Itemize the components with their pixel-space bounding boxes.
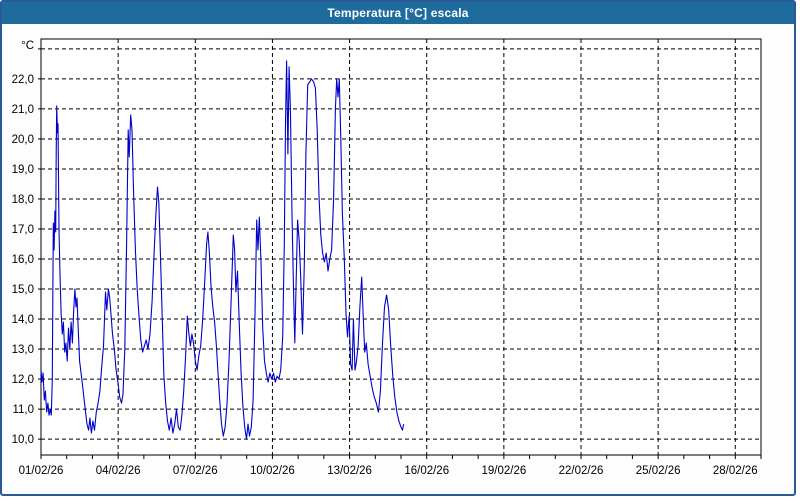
y-tick-label: 22,0: [12, 74, 34, 86]
x-tick-label: 10/02/26: [250, 465, 295, 477]
y-tick-label: 12,0: [12, 374, 34, 386]
temperature-line: [40, 60, 405, 440]
y-tick-label: 19,0: [12, 164, 34, 176]
y-tick-label: 16,0: [12, 254, 34, 266]
x-tick-label: 07/02/26: [173, 465, 218, 477]
window-titlebar[interactable]: Temperatura [°C] escala: [2, 2, 794, 24]
temperature-chart: 22,0 21,0 20,0 19,0 18,0 17,0 16,0 15,0 14,0 13,0…: [2, 2, 794, 494]
y-tick-label: 11,0: [12, 404, 34, 416]
y-unit-label: °C: [21, 40, 34, 52]
y-tick-label: 21,0: [12, 104, 34, 116]
x-tick-label: 13/02/26: [327, 465, 372, 477]
x-tick-label: 04/02/26: [96, 465, 141, 477]
y-tick-label: 10,0: [12, 434, 34, 446]
x-tick-label: 28/02/26: [713, 465, 758, 477]
y-tick-label: 17,0: [12, 224, 34, 236]
y-tick-label: 18,0: [12, 194, 34, 206]
y-tick-label: 20,0: [12, 134, 34, 146]
x-tick-label: 01/02/26: [19, 465, 64, 477]
x-tick-label: 16/02/26: [404, 465, 449, 477]
x-tick-label: 19/02/26: [481, 465, 526, 477]
y-tick-label: 14,0: [12, 314, 34, 326]
x-tick-label: 25/02/26: [636, 465, 681, 477]
plot-area: [40, 38, 762, 456]
y-tick-label: 13,0: [12, 344, 34, 356]
x-tick-label: 22/02/26: [559, 465, 604, 477]
y-tick-label: 15,0: [12, 284, 34, 296]
window-title: Temperatura [°C] escala: [327, 6, 469, 20]
